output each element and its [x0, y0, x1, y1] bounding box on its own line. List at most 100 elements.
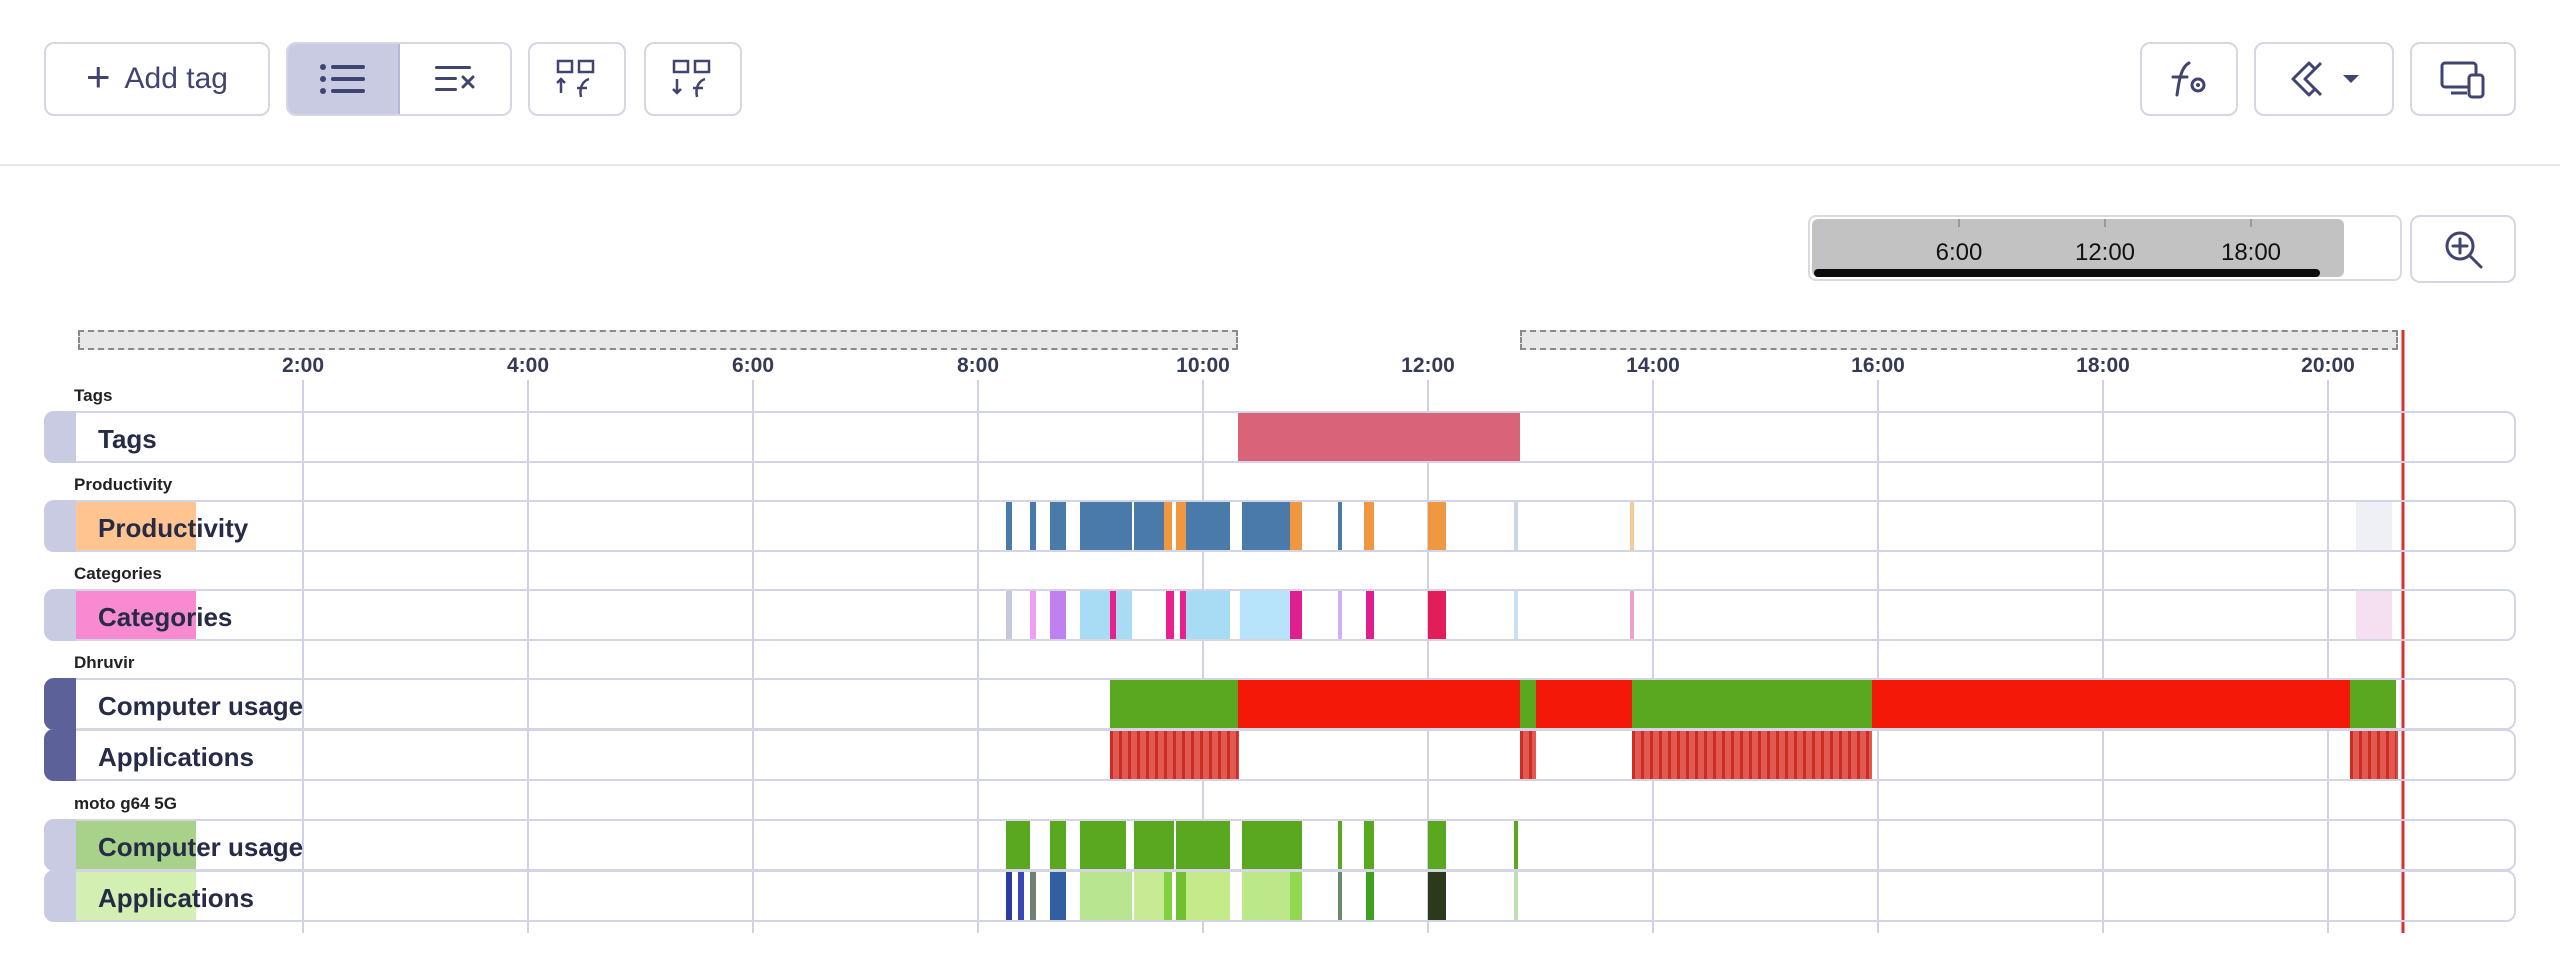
minimap-tick-label: 18:00: [2220, 239, 2282, 266]
add-tag-button[interactable]: + Add tag: [44, 42, 270, 116]
timeline-row-device-computer-usage[interactable]: Computer usage: [44, 819, 2516, 871]
application-event-bar: [1209, 731, 1212, 779]
application-event-bar: [2350, 731, 2353, 779]
application-event-bar: [1776, 731, 1779, 779]
category-event-bar: [1630, 591, 1634, 639]
application-event-bar: [1839, 731, 1842, 779]
application-event-bar: [1146, 731, 1149, 779]
application-event-bar: [1722, 731, 1725, 779]
axis-tick-label: 4:00: [506, 354, 550, 377]
application-event-bar: [1182, 731, 1185, 779]
devices-button[interactable]: [2410, 42, 2516, 116]
list-x-icon: [435, 66, 475, 91]
computer-usage-bar: [1110, 680, 1238, 728]
application-event-bar: [1731, 731, 1734, 779]
timeline-row-tags[interactable]: Tags: [44, 411, 2516, 463]
row-handle[interactable]: [44, 819, 76, 871]
productivity-event-bar: [1186, 502, 1230, 550]
list-clear-button[interactable]: [400, 44, 510, 114]
application-event-bar: [2377, 731, 2380, 779]
device-usage-bar: [1242, 821, 1302, 869]
grid-function-alt-button[interactable]: [644, 42, 742, 116]
axis-tick-label: 14:00: [1626, 354, 1680, 377]
minimap-scrollbar[interactable]: [1814, 269, 2320, 277]
grid-function-button[interactable]: [528, 42, 626, 116]
application-event-bar: [2368, 731, 2371, 779]
computer-usage-bar: [1536, 680, 1632, 728]
row-handle[interactable]: [44, 870, 76, 922]
devices-icon: [2440, 61, 2485, 99]
device-application-bar: [1134, 872, 1164, 920]
group-label-productivity: Productivity: [74, 475, 173, 494]
timeline-row-applications[interactable]: Applications: [44, 729, 2516, 781]
application-event-bar: [1794, 731, 1797, 779]
range-strip-right[interactable]: [1520, 330, 2398, 350]
productivity-event-bar: [1514, 502, 1518, 550]
application-event-bar: [1758, 731, 1761, 779]
zoom-in-button[interactable]: [2410, 215, 2516, 283]
row-handle[interactable]: [44, 678, 76, 730]
application-event-bar: [2395, 731, 2398, 779]
application-event-bar: [1812, 731, 1815, 779]
row-handle[interactable]: [44, 500, 76, 552]
application-event-bar: [1830, 731, 1833, 779]
application-event-bar: [1155, 731, 1158, 779]
productivity-event-bar: [1006, 502, 1012, 550]
device-application-bar: [1428, 872, 1446, 920]
chevron-down-icon: [2343, 75, 2359, 83]
application-event-bar: [1520, 731, 1523, 779]
timeline-row-computer-usage[interactable]: Computer usage: [44, 678, 2516, 730]
timeline-row-categories[interactable]: Categories: [44, 589, 2516, 641]
minimap-tick: [2250, 219, 2252, 227]
application-event-bar: [1236, 731, 1239, 779]
axis-tick-label: 20:00: [2301, 354, 2355, 377]
application-event-bar: [1767, 731, 1770, 779]
row-label: Tags: [98, 424, 157, 454]
productivity-event-bar: [1428, 502, 1446, 550]
application-event-bar: [1632, 731, 1635, 779]
row-label: Productivity: [98, 513, 249, 543]
application-event-bar: [1686, 731, 1689, 779]
device-application-bar: [1338, 872, 1342, 920]
timeline-minimap[interactable]: 6:00 12:00 18:00: [1808, 215, 2402, 281]
group-label-user: Dhruvir: [74, 653, 135, 672]
range-strip-left[interactable]: [78, 330, 1238, 350]
device-usage-bar: [1050, 821, 1066, 869]
computer-usage-bar: [1632, 680, 1872, 728]
device-application-bar: [1006, 872, 1012, 920]
row-handle[interactable]: [44, 729, 76, 781]
minimap-tick: [2104, 219, 2106, 227]
magnet-snap-button[interactable]: [2254, 42, 2394, 116]
list-view-button[interactable]: [288, 44, 400, 114]
application-event-bar: [2386, 731, 2389, 779]
category-event-bar: [1290, 591, 1302, 639]
category-event-bar: [1050, 591, 1066, 639]
category-event-bar: [1338, 591, 1342, 639]
zoom-in-icon: [2445, 231, 2483, 269]
application-event-bar: [1650, 731, 1653, 779]
application-event-bar: [1821, 731, 1824, 779]
application-event-bar: [1857, 731, 1860, 779]
category-event-bar: [1006, 591, 1012, 639]
application-event-bar: [1848, 731, 1851, 779]
row-handle[interactable]: [44, 411, 76, 463]
productivity-event-bar: [1176, 502, 1186, 550]
minimap-viewport[interactable]: [1812, 219, 2344, 277]
application-event-bar: [1803, 731, 1806, 779]
timeline-row-productivity[interactable]: Productivity: [44, 500, 2516, 552]
application-event-bar: [1227, 731, 1230, 779]
application-event-bar: [1641, 731, 1644, 779]
device-usage-bar: [1176, 821, 1230, 869]
timeline-row-device-applications[interactable]: Applications: [44, 870, 2516, 922]
function-settings-button[interactable]: [2140, 42, 2238, 116]
application-event-bar: [1191, 731, 1194, 779]
category-event-bar: [1240, 591, 1290, 639]
row-handle[interactable]: [44, 589, 76, 641]
productivity-event-bar: [2356, 502, 2392, 550]
minimap-tick: [1958, 219, 1960, 227]
grid-function-alt-icon: [672, 59, 711, 98]
productivity-event-bar: [1364, 502, 1374, 550]
productivity-event-bar: [1080, 502, 1132, 550]
device-application-bar: [1164, 872, 1172, 920]
application-event-bar: [1110, 731, 1113, 779]
